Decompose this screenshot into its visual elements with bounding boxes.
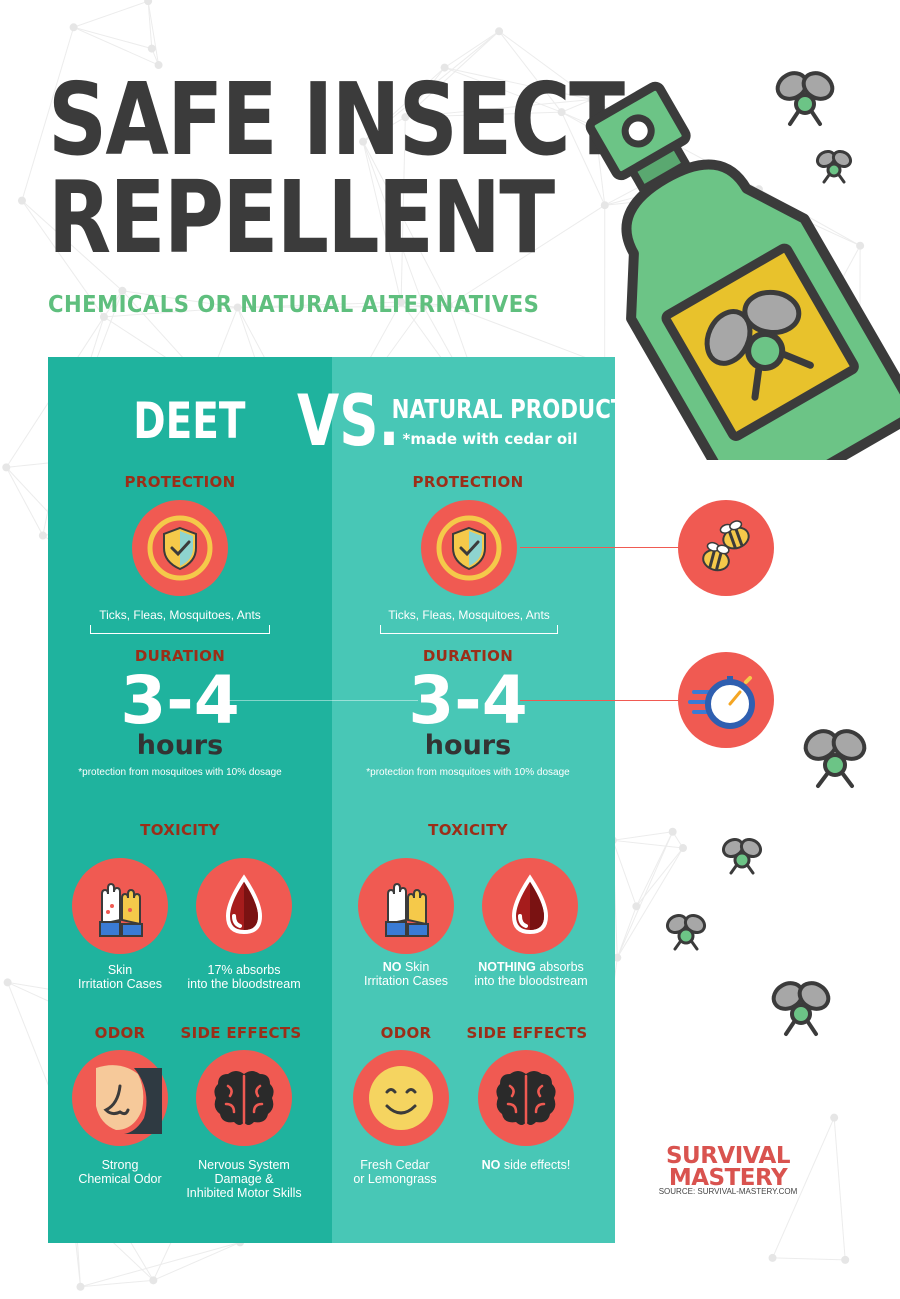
title-line-2: REPELLENT — [48, 159, 555, 276]
nose-icon — [96, 1065, 162, 1134]
fly-icon — [771, 981, 831, 1036]
natural-odor-label: ODOR — [380, 1024, 432, 1042]
deet-skin-circle — [72, 858, 168, 954]
bee-icon — [702, 520, 750, 572]
deet-protection-label: PROTECTION — [124, 473, 236, 491]
vs-heading: VS. — [297, 380, 400, 462]
brain-icon — [496, 1071, 556, 1125]
deet-blood-circle — [196, 858, 292, 954]
blood-drop-icon — [225, 874, 263, 935]
natural-protection-circle — [421, 500, 517, 596]
fly-icon — [775, 71, 835, 126]
survival-mastery-logo: SURVIVAL MASTERY — [665, 1143, 791, 1191]
cedar-oil-note: *made with cedar oil — [402, 430, 578, 448]
fly-icon — [665, 913, 707, 951]
fly-icon — [721, 837, 763, 875]
stopwatch-circle — [678, 652, 774, 748]
natural-odor-circle — [353, 1050, 449, 1146]
natural-blood-circle — [482, 858, 578, 954]
natural-products-heading: NATURAL PRODUCTS — [391, 395, 641, 425]
fly-icon — [815, 149, 853, 184]
stopwatch-icon — [688, 676, 755, 729]
deet-blood-caption: 17% absorbs into the bloodstream — [187, 963, 301, 991]
deet-side-effects-label: SIDE EFFECTS — [180, 1024, 302, 1042]
brain-icon — [214, 1071, 274, 1125]
natural-side-effects-caption: NO side effects! — [481, 1158, 571, 1172]
deet-heading: DEET — [133, 392, 246, 450]
fly-icon — [803, 729, 867, 788]
natural-odor-caption: Fresh Cedar or Lemongrass — [353, 1158, 437, 1186]
natural-duration-value: 3-4 — [408, 662, 528, 739]
deet-protection-circle — [132, 500, 228, 596]
deet-skin-caption: Skin Irritation Cases — [77, 963, 163, 991]
source-text: SOURCE: SURVIVAL-MASTERY.COM — [658, 1187, 798, 1196]
natural-skin-circle — [358, 858, 454, 954]
subtitle: CHEMICALS OR NATURAL ALTERNATIVES — [48, 292, 540, 318]
bees-circle — [678, 500, 774, 596]
deet-protection-bracket — [90, 625, 270, 634]
duration-connector-line — [218, 700, 418, 701]
natural-duration-note: *protection from mosquitoes with 10% dos… — [366, 767, 570, 778]
deet-side-effects-circle — [196, 1050, 292, 1146]
natural-duration-unit: hours — [424, 730, 512, 761]
deet-odor-label: ODOR — [94, 1024, 146, 1042]
title-line-1: SAFE INSECT — [48, 61, 625, 178]
natural-protection-text: Ticks, Fleas, Mosquitoes, Ants — [388, 608, 550, 622]
deet-duration-label: DURATION — [134, 647, 226, 665]
smiley-icon — [369, 1066, 433, 1130]
deet-odor-circle — [72, 1050, 168, 1146]
natural-toxicity-label: TOXICITY — [428, 821, 508, 839]
natural-blood-caption: NOTHING absorbs into the bloodstream — [474, 960, 588, 988]
natural-protection-bracket — [380, 625, 558, 634]
duration-connector-line-right — [520, 700, 680, 701]
deet-side-effects-caption: Nervous System Damage & Inhibited Motor Sk… — [186, 1158, 302, 1200]
shield-check-icon — [436, 515, 502, 581]
natural-side-effects-circle — [478, 1050, 574, 1146]
blood-drop-icon — [511, 874, 549, 935]
natural-duration-label: DURATION — [422, 647, 514, 665]
deet-duration-unit: hours — [136, 730, 224, 761]
hands-icon — [385, 882, 429, 937]
deet-duration-value: 3-4 — [120, 662, 240, 739]
natural-skin-caption: NO Skin Irritation Cases — [363, 960, 449, 988]
spray-bottle-icon — [585, 81, 900, 460]
natural-side-effects-label: SIDE EFFECTS — [466, 1024, 588, 1042]
protection-connector-line — [520, 547, 680, 548]
deet-toxicity-label: TOXICITY — [140, 821, 220, 839]
deet-odor-caption: Strong Chemical Odor — [78, 1158, 162, 1186]
natural-protection-label: PROTECTION — [412, 473, 524, 491]
hands-icon — [99, 882, 143, 937]
shield-check-icon — [147, 515, 213, 581]
deet-duration-note: *protection from mosquitoes with 10% dos… — [78, 767, 282, 778]
deet-protection-text: Ticks, Fleas, Mosquitoes, Ants — [99, 608, 261, 622]
